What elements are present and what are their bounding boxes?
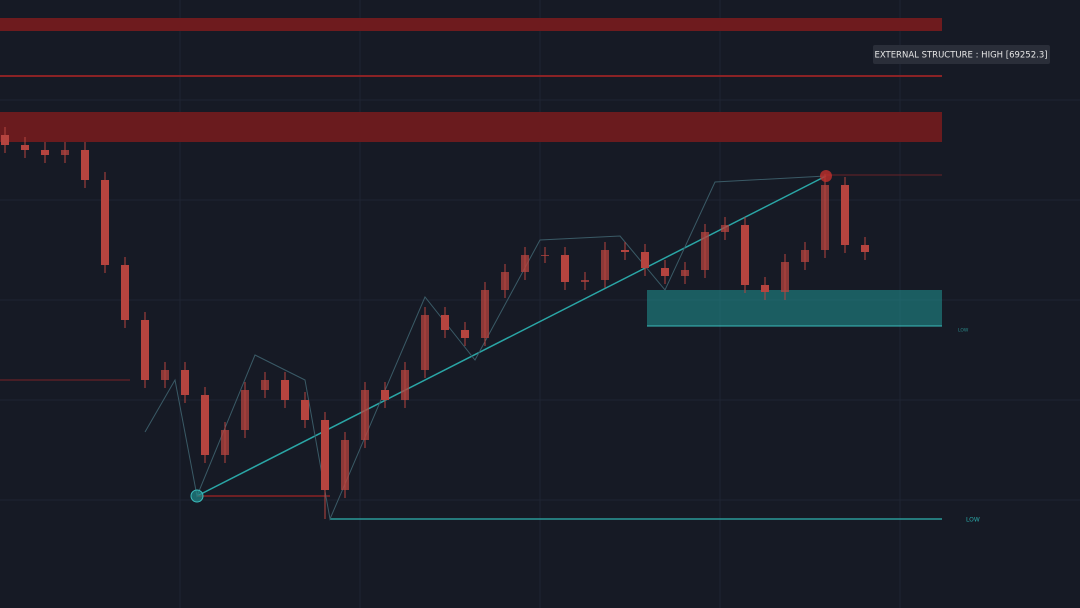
high-marker [820, 170, 832, 182]
candle-body [101, 180, 109, 265]
candle-body [61, 150, 69, 155]
candle-body [681, 270, 689, 276]
low-marker [190, 489, 204, 503]
candle-body [381, 390, 389, 400]
candle-body [541, 255, 549, 256]
candle-body [501, 272, 509, 290]
candle-body [401, 370, 409, 400]
candle-body [241, 390, 249, 430]
candle-body [201, 395, 209, 455]
candle-body [601, 250, 609, 280]
candle-body [441, 315, 449, 330]
candle-body [121, 265, 129, 320]
supply-zone [0, 112, 942, 142]
candle-body [461, 330, 469, 338]
candle-body [721, 225, 729, 232]
candle-body [521, 255, 529, 272]
tooltip-box [873, 45, 1050, 64]
candle-body [421, 315, 429, 370]
candle-body [741, 225, 749, 285]
candles [1, 127, 869, 519]
supply-band [0, 18, 942, 31]
candle-body [481, 290, 489, 338]
candle-body [281, 380, 289, 400]
low-label: LOW [966, 517, 980, 524]
candle-body [21, 145, 29, 150]
candle-body [801, 250, 809, 262]
demand-zone [647, 290, 942, 326]
candle-body [141, 320, 149, 380]
candle-body [661, 268, 669, 276]
candle-body [261, 380, 269, 390]
candle-body [861, 245, 869, 252]
candle-body [161, 370, 169, 380]
candle-body [41, 150, 49, 155]
candle-body [761, 285, 769, 292]
candle-body [81, 150, 89, 180]
candle-body [181, 370, 189, 395]
candle-body [321, 420, 329, 490]
candle-body [341, 440, 349, 490]
candle-body [841, 185, 849, 245]
low-label: LOW [958, 328, 969, 334]
candle-body [561, 255, 569, 282]
candle-body [301, 400, 309, 420]
tooltip-text: EXTERNAL STRUCTURE : HIGH [69252.3] [874, 51, 1047, 61]
candle-body [821, 185, 829, 250]
candle-body [361, 390, 369, 440]
candle-body [781, 262, 789, 292]
candle-body [701, 232, 709, 270]
candle-body [581, 280, 589, 282]
candle-body [1, 135, 9, 145]
candle-body [621, 250, 629, 252]
candle-body [641, 252, 649, 268]
candle-body [221, 430, 229, 455]
